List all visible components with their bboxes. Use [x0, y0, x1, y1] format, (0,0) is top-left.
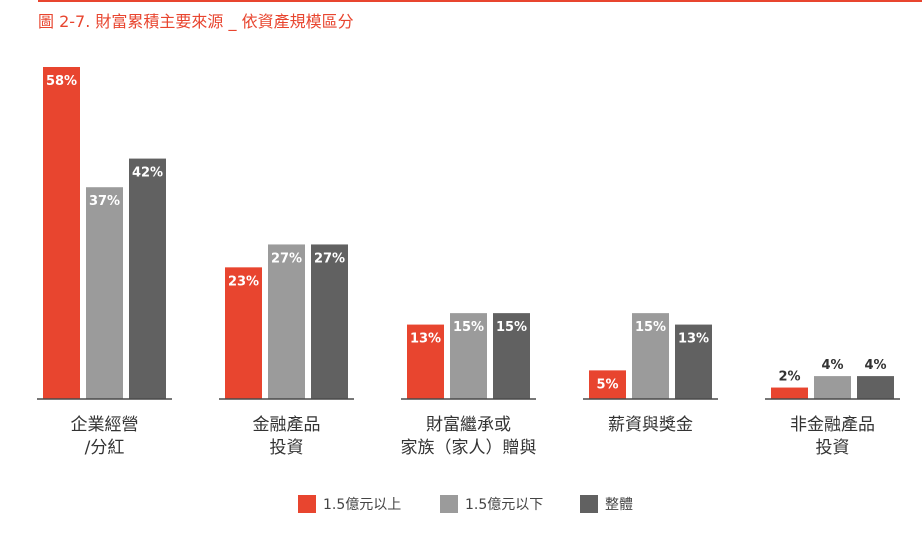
legend-label-below: 1.5億元以下	[465, 497, 544, 513]
bar-below-4	[814, 376, 851, 399]
data-label-overall-2: 15%	[496, 320, 527, 335]
bar-above-1	[225, 267, 262, 399]
bar-above-2	[407, 324, 444, 399]
data-label-above-0: 58%	[46, 74, 77, 89]
category-label-4-1: 投資	[816, 438, 850, 458]
legend-item-below: 1.5億元以下	[440, 494, 543, 514]
data-label-overall-1: 27%	[314, 251, 345, 266]
bar-overall-2	[493, 313, 530, 399]
legend: 1.5億元以上 1.5億元以下 整體	[0, 494, 922, 516]
bar-overall-4	[857, 376, 894, 399]
category-label-2-1: 家族（家人）贈與	[401, 438, 537, 458]
category-label-0-0: 企業經營	[71, 415, 139, 435]
category-label-1-0: 金融產品	[253, 415, 321, 435]
data-label-above-4: 2%	[778, 370, 800, 385]
bar-above-0	[43, 67, 80, 399]
bar-above-4	[771, 387, 808, 399]
category-label-1-1: 投資	[270, 438, 304, 458]
category-label-2-0: 財富繼承或	[426, 415, 511, 435]
bar-below-1	[268, 244, 305, 399]
bar-below-0	[86, 187, 123, 399]
bar-above-3	[589, 370, 626, 399]
data-label-above-2: 13%	[410, 332, 441, 347]
data-label-below-1: 27%	[271, 251, 302, 266]
data-label-overall-0: 42%	[132, 166, 163, 181]
data-label-overall-3: 13%	[678, 332, 709, 347]
legend-label-above: 1.5億元以上	[323, 497, 402, 513]
legend-swatch-overall	[580, 495, 598, 513]
category-label-0-1: /分紅	[85, 438, 125, 458]
data-label-below-4: 4%	[821, 358, 843, 373]
title-rule	[38, 0, 922, 2]
bar-overall-1	[311, 244, 348, 399]
data-label-above-1: 23%	[228, 274, 259, 289]
bar-below-3	[632, 313, 669, 399]
bar-overall-0	[129, 158, 166, 399]
legend-swatch-above	[298, 495, 316, 513]
legend-item-above: 1.5億元以上	[298, 494, 401, 514]
category-label-3-0: 薪資與獎金	[608, 415, 693, 435]
legend-item-overall: 整體	[580, 494, 633, 514]
category-label-4-0: 非金融產品	[790, 415, 875, 435]
data-label-below-2: 15%	[453, 320, 484, 335]
chart-title: 圖 2-7. 財富累積主要來源 _ 依資產規模區分	[38, 12, 354, 31]
bar-chart: 58% 23% 13% 5% 2% 37% 27% 15% 15% 4% 42% 27% 15% 13% 4…	[37, 67, 900, 458]
data-label-below-0: 37%	[89, 194, 120, 209]
data-label-overall-4: 4%	[864, 358, 886, 373]
data-label-above-3: 5%	[596, 377, 618, 392]
bar-overall-3	[675, 324, 712, 399]
legend-swatch-below	[440, 495, 458, 513]
legend-label-overall: 整體	[605, 497, 633, 513]
data-label-below-3: 15%	[635, 320, 666, 335]
bar-below-2	[450, 313, 487, 399]
